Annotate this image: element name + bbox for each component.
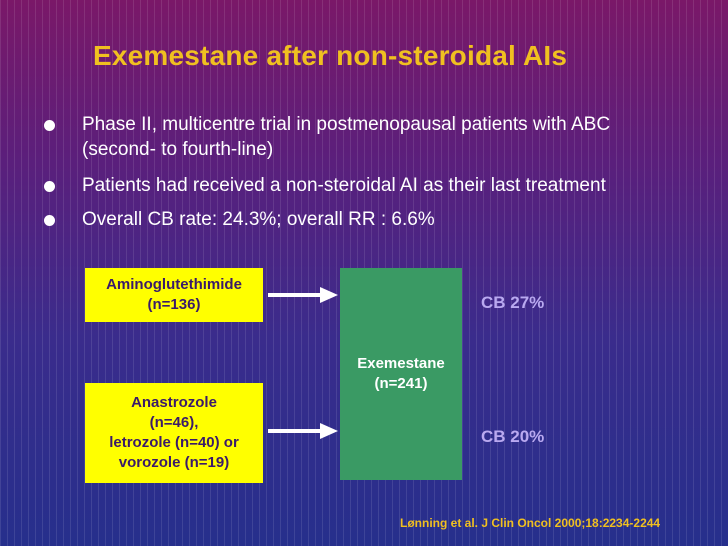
bullet-dot-icon (44, 215, 55, 226)
nonsteroidal-ai-box: Anastrozole (n=46), letrozole (n=40) or … (85, 383, 263, 483)
citation: Lønning et al. J Clin Oncol 2000;18:2234… (400, 516, 661, 530)
bullet-text: Phase II, multicentre trial in postmenop… (82, 114, 611, 135)
vorozole-label: vorozole (n=19) (118, 454, 230, 471)
bullet-text: Overall CB rate: 24.3%; overall RR : 6.6… (82, 209, 435, 230)
cb-rate-top: CB 27% (481, 293, 545, 312)
aminoglutethimide-n: (n=136) (147, 296, 201, 313)
anastrozole-n: (n=46), (149, 414, 199, 431)
cb-rate-bottom: CB 20% (481, 427, 545, 446)
exemestane-n: (n=241) (374, 375, 428, 392)
exemestane-box: Exemestane (n=241) (340, 268, 462, 480)
exemestane-label: Exemestane (357, 355, 445, 372)
aminoglutethimide-box: Aminoglutethimide (n=136) (85, 268, 263, 322)
bullet-text: Patients had received a non-steroidal AI… (82, 175, 606, 196)
slide-title: Exemestane after non-steroidal AIs (93, 40, 568, 71)
anastrozole-label: Anastrozole (131, 394, 217, 411)
aminoglutethimide-label: Aminoglutethimide (106, 276, 242, 293)
bullet-text-continued: (second- to fourth-line) (82, 139, 274, 160)
bottom-arrow-icon (268, 423, 338, 439)
letrozole-label: letrozole (n=40) or (109, 434, 239, 451)
bullet-dot-icon (44, 120, 55, 131)
top-arrow-icon (268, 287, 338, 303)
bullet-dot-icon (44, 181, 55, 192)
